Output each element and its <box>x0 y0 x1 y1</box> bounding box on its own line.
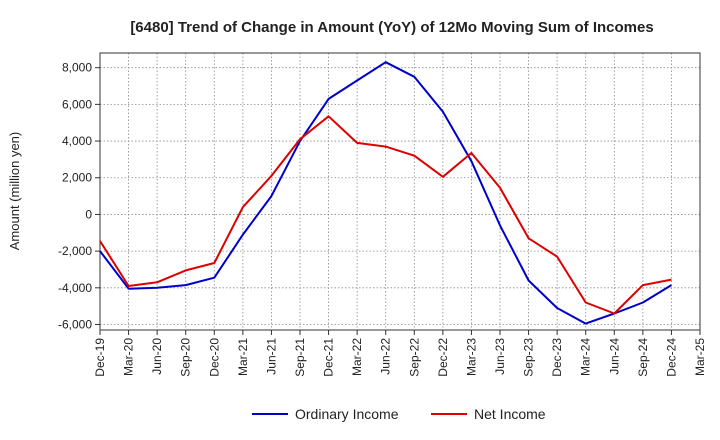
y-tick-label: -4,000 <box>58 281 92 295</box>
x-tick-label: Jun-22 <box>379 338 393 375</box>
x-tick-label: Dec-20 <box>207 338 221 377</box>
x-tick-label: Jun-24 <box>607 338 621 375</box>
series <box>99 61 672 325</box>
y-tick-label: -6,000 <box>58 317 92 331</box>
x-tick-label: Mar-25 <box>693 338 707 376</box>
net-income-line <box>99 115 672 315</box>
ordinary-income-line <box>99 61 672 325</box>
x-tick-label: Dec-19 <box>93 338 107 377</box>
x-tick-label: Sep-20 <box>179 338 193 377</box>
y-tick-label: 0 <box>85 207 92 221</box>
x-tick-label: Sep-24 <box>636 338 650 377</box>
y-tick-label: 6,000 <box>62 97 92 111</box>
x-tick-label: Mar-20 <box>122 338 136 376</box>
legend-label-ordinary-income: Ordinary Income <box>295 406 399 422</box>
x-tick-label: Sep-21 <box>293 338 307 377</box>
y-tick-label: 8,000 <box>62 61 92 75</box>
x-tick-label: Jun-21 <box>264 338 278 375</box>
legend: Ordinary Income Net Income <box>252 406 546 422</box>
x-tick-label: Mar-24 <box>579 338 593 376</box>
y-axis-ticks: 8,000 6,000 4,000 2,000 0 -2,000 -4,000 -6,000 <box>58 61 100 331</box>
x-tick-label: Mar-23 <box>464 338 478 376</box>
x-tick-label: Mar-22 <box>350 338 364 376</box>
x-tick-label: Dec-24 <box>664 338 678 377</box>
y-axis-label: Amount (million yen) <box>7 132 22 251</box>
legend-label-net-income: Net Income <box>474 406 546 422</box>
x-tick-label: Jun-23 <box>493 338 507 375</box>
x-tick-label: Sep-23 <box>522 338 536 377</box>
x-tick-label: Jun-20 <box>150 338 164 375</box>
y-tick-label: -2,000 <box>58 244 92 258</box>
x-tick-label: Dec-22 <box>436 338 450 377</box>
x-tick-label: Dec-23 <box>550 338 564 377</box>
grid <box>99 53 701 330</box>
y-tick-label: 2,000 <box>62 171 92 185</box>
x-tick-label: Mar-21 <box>236 338 250 376</box>
axes <box>99 52 701 331</box>
chart-title: [6480] Trend of Change in Amount (YoY) o… <box>130 19 653 36</box>
y-tick-label: 4,000 <box>62 134 92 148</box>
x-tick-label: Dec-21 <box>322 338 336 377</box>
plot-frame <box>99 52 701 331</box>
x-axis-ticks: Dec-19 Mar-20 Jun-20 Sep-20 Dec-20 Mar-21 Jun-… <box>93 330 707 377</box>
x-tick-label: Sep-22 <box>407 338 421 377</box>
